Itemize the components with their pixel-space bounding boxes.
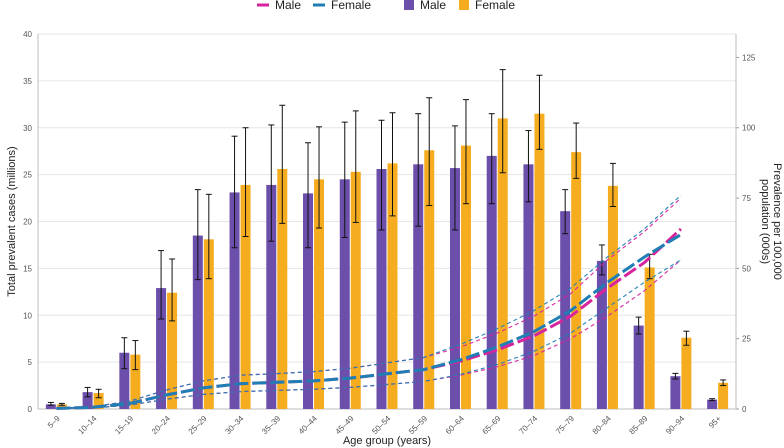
bar-male-1 [82,392,93,409]
bar-male-17 [670,376,681,409]
bar-male-9 [376,169,387,409]
bar-female-15 [607,185,618,409]
prevalence-line-female [56,233,682,410]
y-tick-label: 15 [23,264,32,273]
bar-male-11 [449,168,460,409]
y-tick-label: 40 [23,30,32,39]
y-tick-label: 30 [23,124,32,133]
bar-male-4 [192,235,203,409]
bar-female-12 [497,118,508,409]
x-tick-label: 15–19 [113,414,135,436]
y-tick-label: 5 [28,358,33,367]
legend-label: Female [331,0,371,12]
bar-male-0 [45,404,56,409]
bar-female-9 [387,163,398,409]
y-tick-label: 25 [23,171,32,180]
bar-male-3 [156,288,167,409]
x-tick-label: 90–94 [664,414,686,436]
x-tick-label: 75–79 [554,414,576,436]
bar-female-18 [718,382,729,409]
bar-female-4 [203,239,214,409]
x-tick-label: 70–74 [517,414,539,436]
bar-male-16 [633,325,644,409]
bar-female-2 [130,354,141,409]
legend-label: Male [420,0,446,12]
x-tick-label: 65–69 [481,414,503,436]
x-tick-label: 25–29 [187,414,209,436]
bar-female-1 [93,393,104,409]
y2-axis-title-line2: population (000s) [759,179,771,264]
y2-tick-label: 125 [742,53,756,62]
y-tick-label: 35 [23,77,32,86]
bar-female-6 [277,169,288,409]
y-axis-title: Total prevalent cases (millions) [6,146,18,296]
prevalence-line-male [56,227,682,410]
y2-tick-label: 50 [742,264,751,273]
x-tick-label: 30–34 [223,414,245,436]
bar-male-13 [523,164,534,409]
bar-male-2 [119,352,130,409]
bar-male-8 [339,179,350,409]
x-tick-label: 10–14 [76,414,98,436]
ci-low-line-male [56,259,682,410]
y-tick-label: 20 [23,218,32,227]
bar-female-5 [240,184,251,409]
ci-high-line-female [56,194,682,409]
y2-tick-label: 75 [742,194,751,203]
bar-female-11 [460,145,471,409]
bar-female-14 [571,152,582,409]
bar-male-18 [707,399,718,409]
bar-female-16 [644,267,655,409]
bar-female-7 [314,179,325,409]
bar-female-10 [424,150,435,409]
x-tick-label: 80–84 [591,414,613,436]
y2-axis-title-line1: Prevalence per 100,000 [771,163,783,280]
legend-label: Male [275,0,301,12]
x-tick-label: 45–49 [334,414,356,436]
bar-male-15 [596,260,607,409]
y2-tick-label: 25 [742,335,751,344]
y2-tick-label: 0 [742,405,747,414]
y2-tick-label: 100 [742,124,756,133]
x-tick-label: 55–59 [407,414,429,436]
x-tick-label: 5–9 [46,414,62,430]
legend-label: Female [475,0,515,12]
bar-male-5 [229,192,240,409]
legend-swatch-bar-female [459,0,469,10]
y-tick-label: 0 [28,405,33,414]
x-tick-label: 50–54 [370,414,392,436]
bar-male-12 [486,155,497,409]
x-tick-label: 20–24 [150,414,172,436]
bar-male-6 [266,184,277,409]
x-tick-label: 60–64 [444,414,466,436]
x-tick-label: 40–44 [297,414,319,436]
bar-female-13 [534,113,545,409]
y-tick-label: 10 [23,311,32,320]
x-axis-title: Age group (years) [343,435,431,447]
bar-female-8 [350,171,361,409]
bar-female-17 [681,337,692,409]
bar-male-10 [413,164,424,409]
x-tick-label: 85–89 [627,414,649,436]
bar-male-14 [560,211,571,409]
bar-female-0 [56,404,67,409]
ci-low-line-female [56,259,682,410]
x-tick-label: 35–39 [260,414,282,436]
x-tick-label: 95+ [707,414,723,430]
bar-female-3 [167,292,178,409]
bar-male-7 [303,193,314,409]
legend-swatch-bar-male [404,0,414,10]
